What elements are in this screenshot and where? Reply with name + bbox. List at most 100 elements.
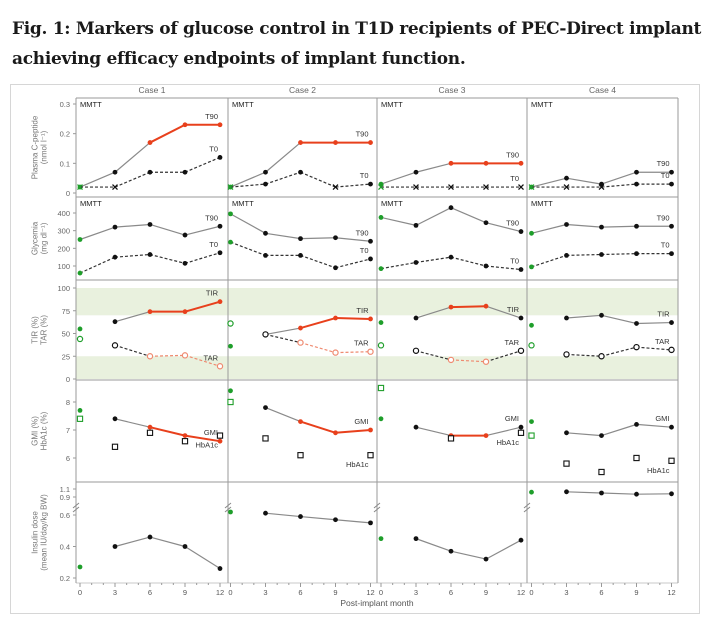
data-point-tar xyxy=(633,343,640,351)
data-point-t90 xyxy=(518,160,524,166)
series-line-tir xyxy=(636,321,672,325)
series-label: GMI xyxy=(655,414,669,423)
data-point-hba1c xyxy=(181,438,189,445)
data-point-gmi xyxy=(298,419,303,424)
series-label: HbA1c xyxy=(496,438,519,447)
data-point-t0-undetectable xyxy=(227,184,234,191)
data-point-tar xyxy=(181,352,189,359)
data-point-t0 xyxy=(529,264,534,270)
series-line-insulin-dose xyxy=(114,536,151,548)
series-line-t0 xyxy=(335,258,371,269)
figure-frame xyxy=(10,84,700,614)
x-tick-label: 0 xyxy=(379,588,383,597)
series-label: GMI xyxy=(505,414,519,423)
data-point-tir xyxy=(564,315,569,321)
series-line-t0 xyxy=(79,256,116,274)
data-point-t0 xyxy=(298,169,303,175)
data-point-t0-undetectable xyxy=(378,184,384,191)
data-point-tir xyxy=(333,315,338,321)
data-point-gmi xyxy=(529,419,534,424)
x-tick-label: 6 xyxy=(599,588,603,597)
series-line-t90 xyxy=(415,162,452,173)
data-point-hba1c xyxy=(216,432,224,439)
y-tick-label: 75 xyxy=(62,307,70,316)
data-point-insulin-dose xyxy=(529,489,534,495)
data-point-t90 xyxy=(333,140,338,145)
data-point-insulin-dose xyxy=(483,556,489,562)
data-point-hba1c xyxy=(111,443,119,450)
data-point-t0 xyxy=(228,239,233,245)
series-line-tir xyxy=(335,317,371,320)
series-line-tar xyxy=(415,350,452,361)
series-line-tar xyxy=(450,359,487,363)
data-point-hba1c xyxy=(297,452,304,459)
data-point-t0 xyxy=(599,252,604,257)
data-point-insulin-dose xyxy=(564,489,569,495)
data-point-t0-undetectable xyxy=(518,184,524,191)
series-line-tar xyxy=(300,342,336,354)
series-line-t0 xyxy=(300,171,336,188)
x-tick-label: 3 xyxy=(414,588,418,597)
data-point-t90 xyxy=(263,230,268,236)
data-point-t90 xyxy=(77,237,83,242)
x-tick-label: 0 xyxy=(529,588,533,597)
data-point-gmi xyxy=(333,430,338,436)
data-point-t0 xyxy=(368,181,373,187)
data-point-insulin-dose xyxy=(448,548,454,554)
data-point-t0 xyxy=(147,252,153,257)
data-point-tir xyxy=(669,320,674,325)
series-line-t0 xyxy=(335,183,371,188)
y-axis-label: Plasma C-peptide xyxy=(31,115,40,179)
data-point-tar xyxy=(297,339,304,346)
series-line-tir xyxy=(114,311,151,323)
y-tick-label: 7 xyxy=(66,426,70,435)
y-tick-label: 0.1 xyxy=(60,159,70,168)
series-line-t0 xyxy=(300,254,336,269)
data-point-t0 xyxy=(147,169,153,175)
y-tick-label: 6 xyxy=(66,454,70,463)
series-label: TIR xyxy=(356,306,369,315)
series-line-gmi xyxy=(636,423,672,428)
x-tick-label: 6 xyxy=(298,588,302,597)
data-point-t0 xyxy=(378,266,384,272)
series-line-tir xyxy=(450,305,487,309)
series-line-t90 xyxy=(415,207,452,226)
y-tick-label: 400 xyxy=(57,209,70,218)
series-line-tir xyxy=(300,317,336,330)
data-point-tir xyxy=(217,299,223,305)
data-point-gmi xyxy=(368,427,373,433)
data-point-tar xyxy=(146,353,154,360)
data-point-tar xyxy=(528,342,535,349)
series-label: T0 xyxy=(209,144,218,153)
data-point-t90 xyxy=(483,220,489,226)
series-line-insulin-dose xyxy=(184,545,221,570)
data-point-t0-undetectable xyxy=(77,184,83,191)
y-tick-label: 100 xyxy=(57,284,70,293)
x-tick-label: 0 xyxy=(228,588,232,597)
data-point-tir xyxy=(77,326,83,332)
y-tick-label: 200 xyxy=(57,244,70,253)
data-point-tar xyxy=(447,356,455,364)
data-point-t90 xyxy=(564,222,569,227)
data-point-t90 xyxy=(448,160,454,166)
data-point-gmi xyxy=(77,408,83,413)
data-point-hba1c xyxy=(227,398,234,406)
data-point-t90 xyxy=(368,238,373,244)
data-point-gmi xyxy=(263,405,268,410)
series-line-tir xyxy=(566,314,602,319)
series-line-t90 xyxy=(601,171,637,185)
data-point-tir xyxy=(298,325,303,331)
data-point-insulin-dose xyxy=(298,514,303,519)
data-point-t90 xyxy=(483,160,489,166)
series-line-tar xyxy=(566,353,602,357)
data-point-tir xyxy=(147,309,153,315)
axis-break-mark xyxy=(72,502,80,513)
y-tick-label: 25 xyxy=(62,352,70,361)
data-point-t90 xyxy=(564,175,569,181)
data-point-t90 xyxy=(529,230,534,236)
data-point-t90 xyxy=(413,222,419,228)
data-point-hba1c xyxy=(563,460,570,467)
x-tick-label: 9 xyxy=(333,588,337,597)
series-line-tir xyxy=(601,314,637,325)
